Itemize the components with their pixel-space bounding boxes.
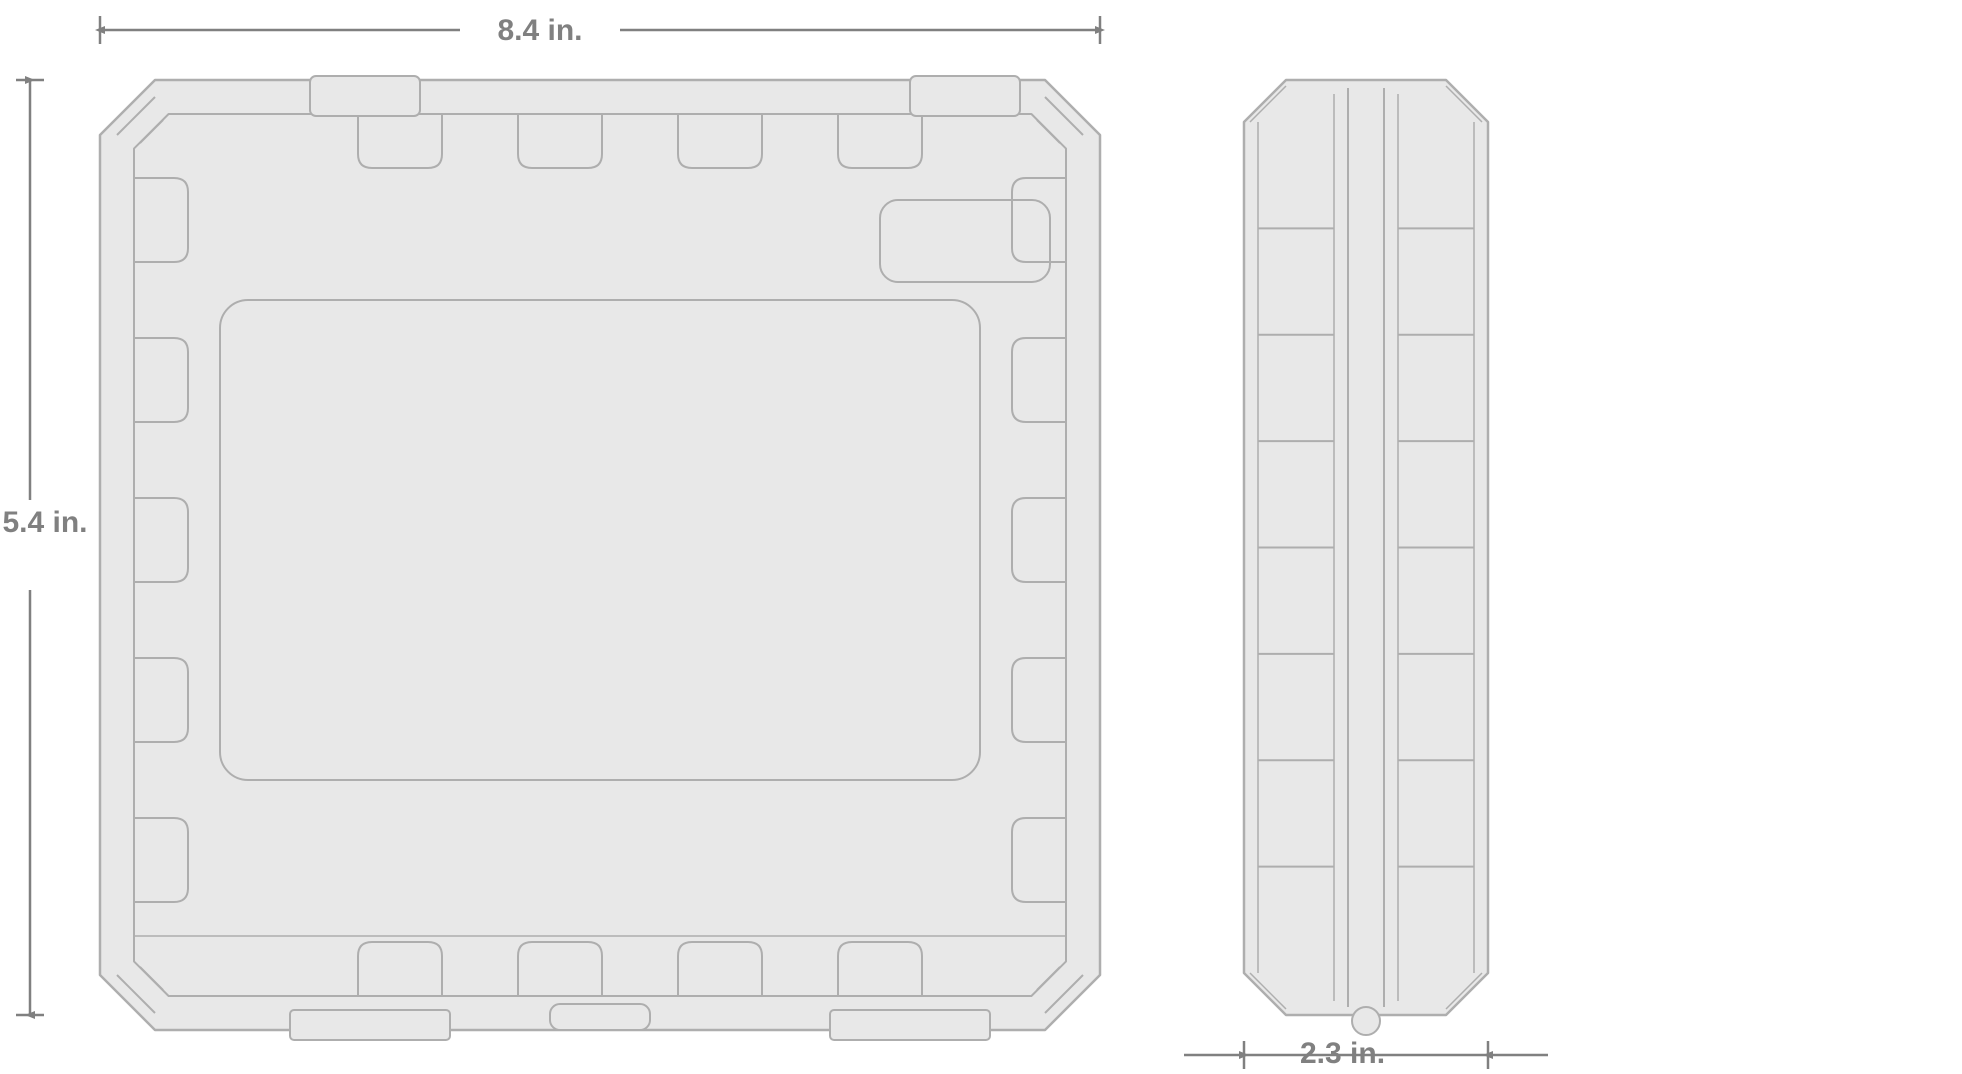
case-side-latch <box>1352 1007 1380 1035</box>
diagram-svg <box>0 0 1962 1074</box>
case-hinge <box>310 76 420 116</box>
case-foot <box>830 1010 990 1040</box>
dimension-diagram: 8.4 in. 5.4 in. 2.3 in. <box>0 0 1962 1074</box>
case-hinge <box>910 76 1020 116</box>
height-label: 5.4 in. <box>0 506 90 540</box>
thick-label: 2.3 in. <box>1294 1037 1391 1071</box>
case-foot <box>290 1010 450 1040</box>
width-label: 8.4 in. <box>460 14 620 48</box>
case-top-body <box>100 80 1100 1030</box>
case-latch <box>550 1004 650 1030</box>
